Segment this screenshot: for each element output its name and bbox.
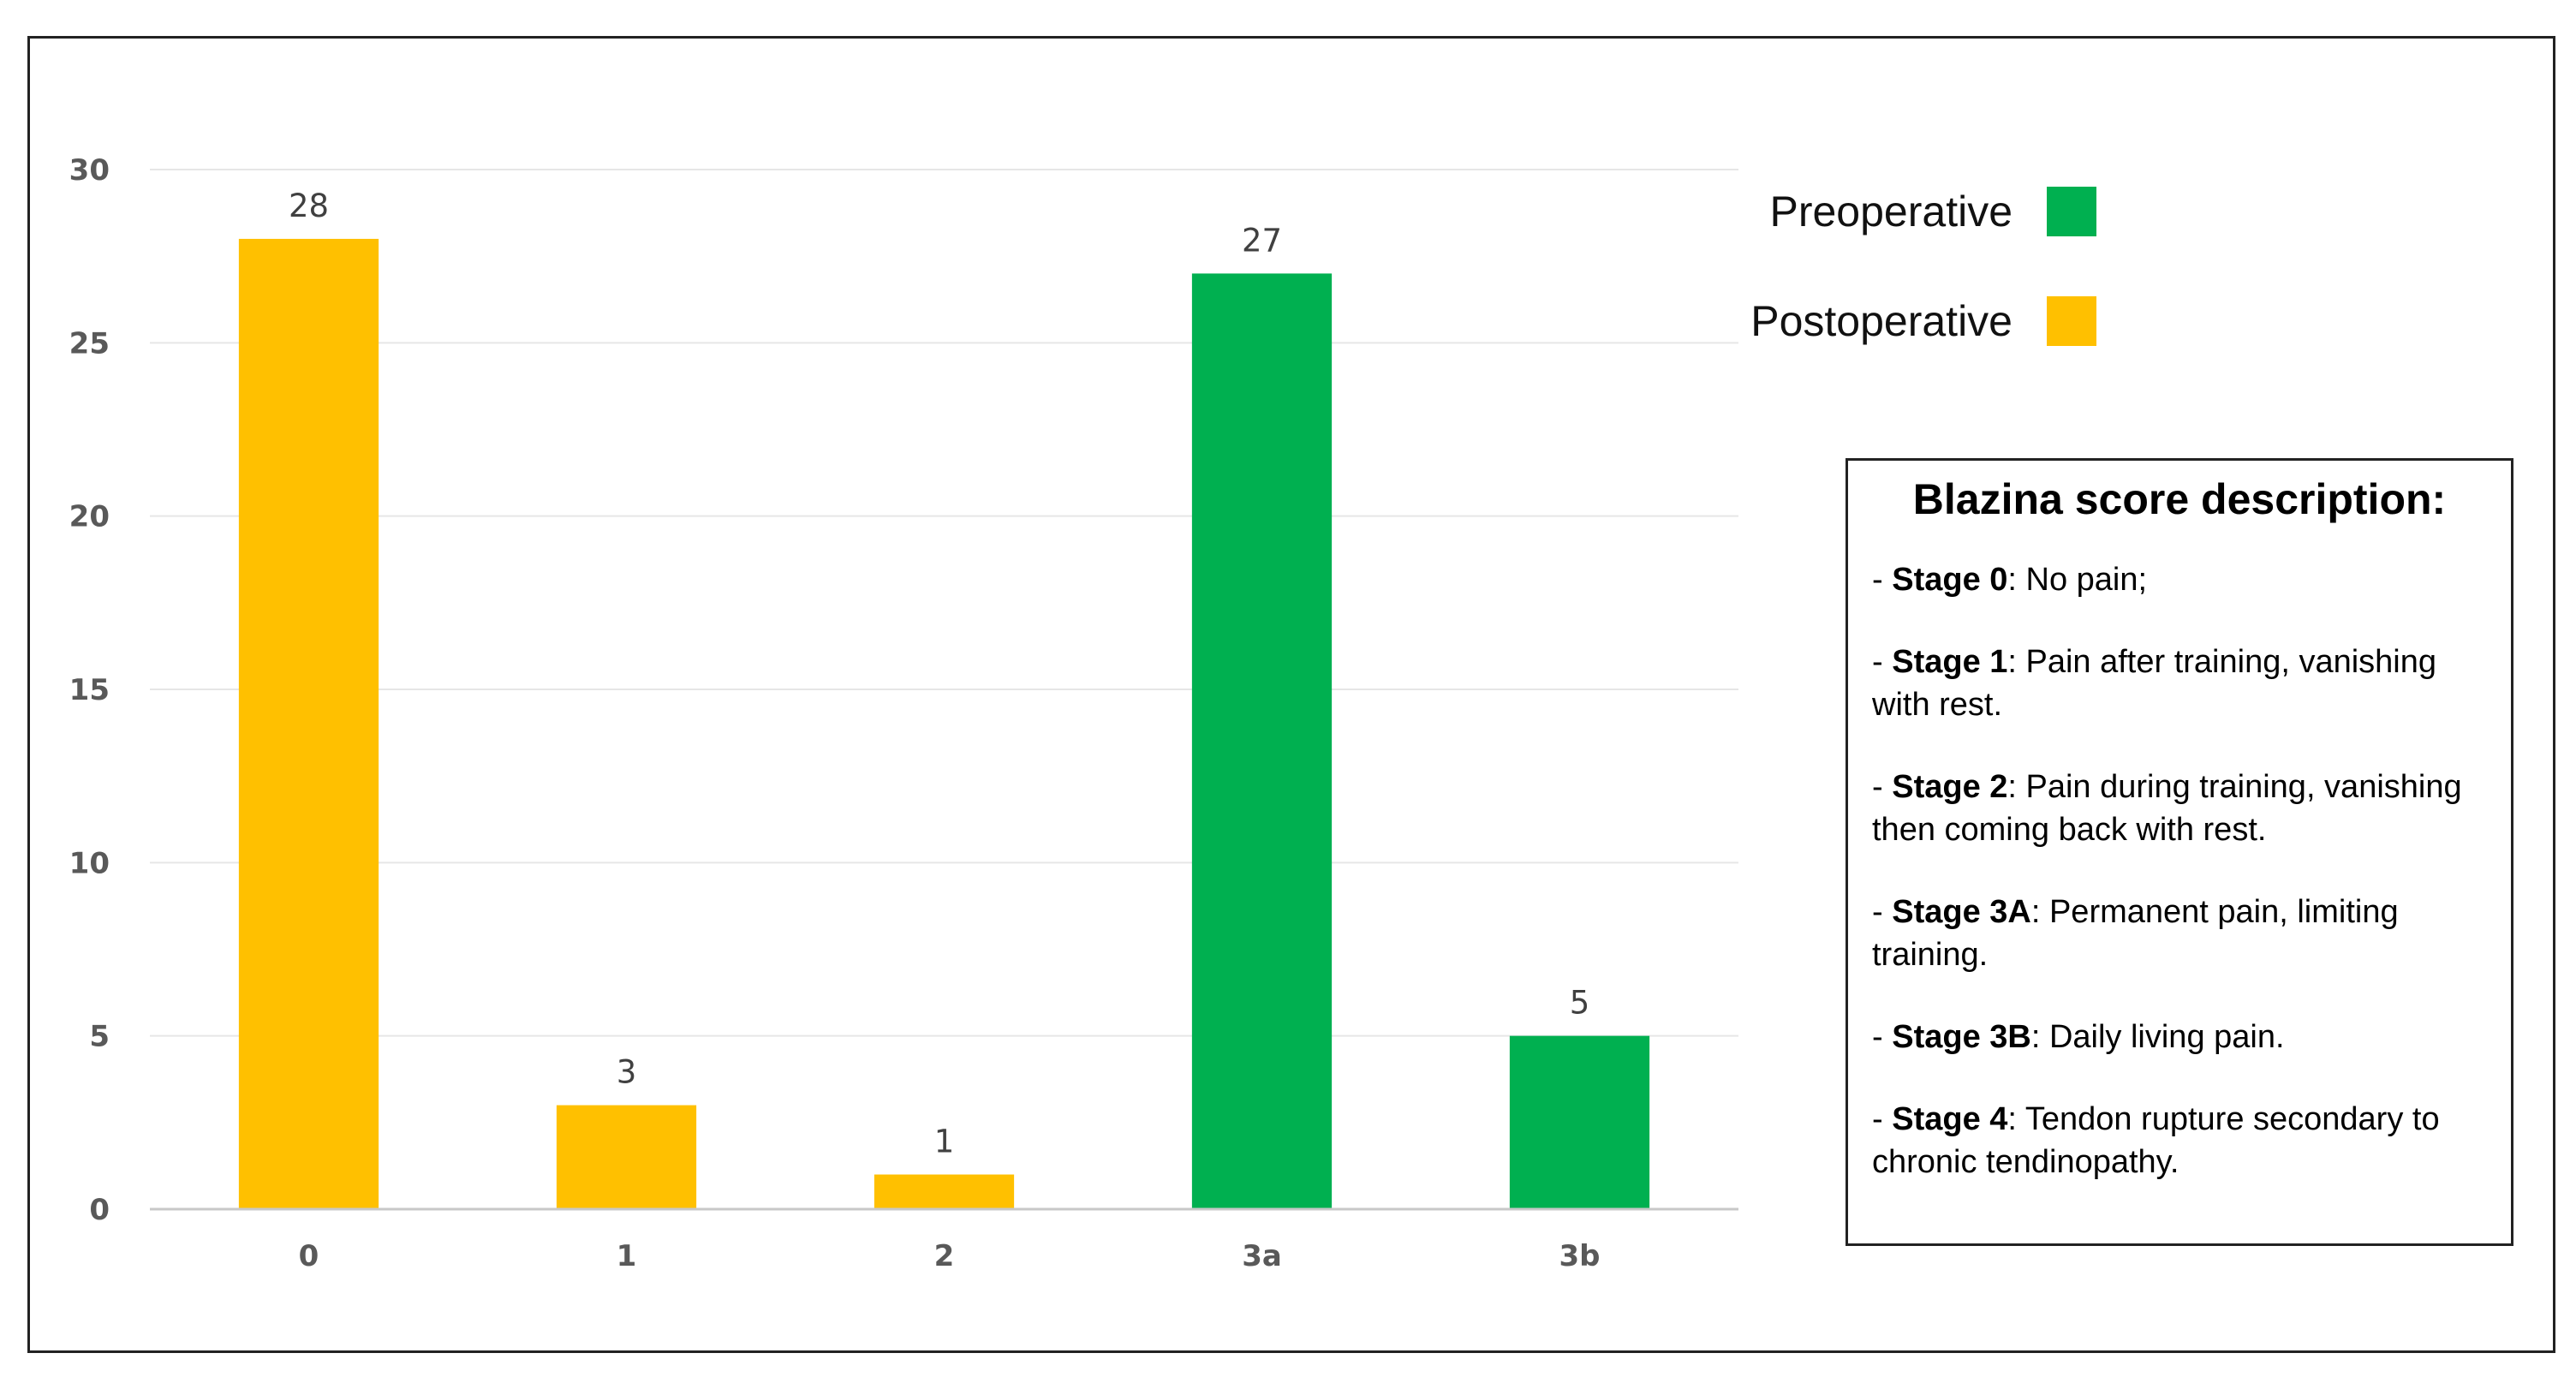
description-item-stage-4: - Stage 4: Tendon rupture secondary to c… — [1872, 1101, 2440, 1180]
bar-3a — [1191, 273, 1333, 1209]
x-tick-label-3a: 3a — [1242, 1239, 1282, 1273]
x-axis-ticks: 0 1 2 3a 3b — [299, 1239, 1601, 1273]
description-item-stage-1: - Stage 1: Pain after training, vanishin… — [1872, 644, 2437, 723]
x-tick-label-3b: 3b — [1559, 1239, 1601, 1273]
description-item-stage-0: - Stage 0: No pain; — [1872, 562, 2148, 598]
x-tick-label-1: 1 — [617, 1239, 637, 1273]
data-labels: 28 3 1 27 5 — [289, 188, 1589, 1160]
legend-item-postoperative: Postoperative — [1750, 296, 2096, 346]
y-tick-label-10: 10 — [69, 846, 110, 880]
bar-3b — [1509, 1035, 1650, 1209]
legend-swatch-preoperative — [2047, 187, 2096, 236]
legend-label-postoperative: Postoperative — [1750, 297, 2012, 345]
data-label-2: 1 — [934, 1124, 955, 1160]
y-tick-label-25: 25 — [69, 326, 110, 361]
bar-1 — [556, 1105, 697, 1209]
y-tick-label-20: 20 — [69, 500, 110, 534]
bars — [238, 238, 1650, 1209]
description-item-stage-3a: - Stage 3A: Permanent pain, limiting tra… — [1872, 894, 2399, 973]
data-label-1: 3 — [617, 1054, 637, 1091]
bar-2 — [874, 1174, 1015, 1209]
y-tick-label-15: 15 — [69, 673, 110, 707]
description-title: Blazina score description: — [1912, 475, 2447, 523]
legend-label-preoperative: Preoperative — [1769, 188, 2013, 235]
grid-lines — [150, 169, 1738, 1037]
data-label-3a: 27 — [1242, 222, 1282, 259]
y-tick-label-5: 5 — [89, 1020, 110, 1054]
x-tick-label-0: 0 — [299, 1239, 319, 1273]
bar-chart: 0 5 10 15 20 25 30 0 1 2 3a 3b 28 3 1 27 5 — [69, 153, 1738, 1273]
figure-frame — [27, 36, 2555, 1353]
legend-item-preoperative: Preoperative — [1769, 187, 2096, 236]
y-tick-label-30: 30 — [69, 153, 110, 188]
description-item-stage-3b: - Stage 3B: Daily living pain. — [1872, 1019, 2285, 1055]
x-tick-label-2: 2 — [934, 1239, 955, 1273]
data-label-3b: 5 — [1570, 985, 1590, 1022]
y-tick-label-0: 0 — [89, 1193, 110, 1227]
data-label-0: 28 — [289, 188, 329, 224]
y-axis-ticks: 0 5 10 15 20 25 30 — [69, 153, 110, 1227]
bar-0 — [238, 238, 379, 1209]
legend-swatch-postoperative — [2047, 296, 2096, 346]
description-item-stage-2: - Stage 2: Pain during training, vanishi… — [1872, 769, 2462, 848]
blazina-description-box: Blazina score description: - Stage 0: No… — [1846, 458, 2513, 1246]
